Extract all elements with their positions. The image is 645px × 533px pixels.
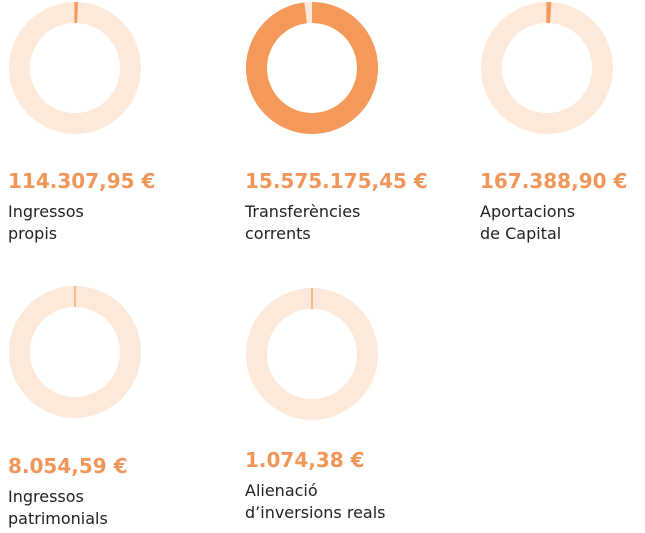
value-label: 167.388,90 €	[480, 169, 627, 193]
donut-track	[9, 286, 141, 418]
category-label: Alienació	[245, 481, 318, 500]
category-label: de Capital	[480, 224, 561, 243]
category-label: Aportacions	[480, 202, 575, 221]
category-label: corrents	[245, 224, 311, 243]
category-label: d’inversions reals	[245, 503, 386, 522]
category-label: patrimonials	[8, 509, 108, 528]
value-label: 1.074,38 €	[245, 448, 365, 472]
category-label: propis	[8, 224, 57, 243]
category-label: Transferències	[244, 202, 360, 221]
donut-track	[9, 2, 141, 134]
value-label: 8.054,59 €	[8, 454, 128, 478]
category-label: Ingressos	[8, 487, 84, 506]
donut-track	[481, 2, 613, 134]
donut-arc	[246, 2, 378, 134]
category-label: Ingressos	[8, 202, 84, 221]
value-label: 15.575.175,45 €	[245, 169, 428, 193]
donut-track	[246, 288, 378, 420]
value-label: 114.307,95 €	[8, 169, 155, 193]
